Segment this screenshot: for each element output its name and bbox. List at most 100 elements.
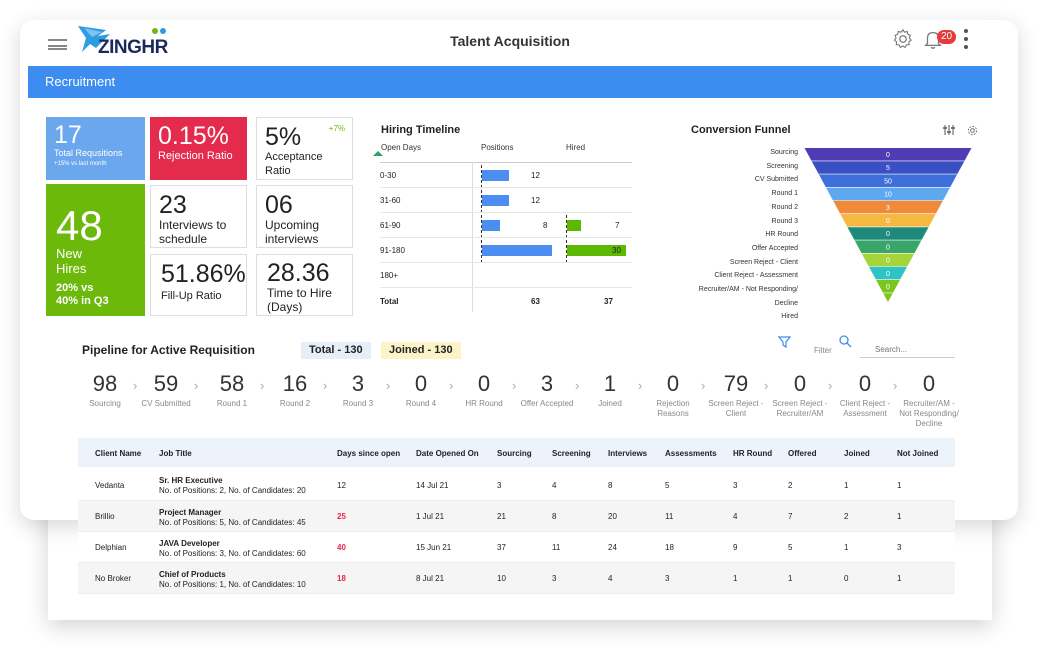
table-row[interactable]: Delphian JAVA Developer No. of Positions: … bbox=[78, 532, 955, 563]
filter-icon[interactable] bbox=[778, 336, 791, 348]
stage-label: Joined bbox=[598, 399, 622, 408]
kpi-label: Acceptance Ratio bbox=[265, 151, 323, 177]
count-cell: 3 bbox=[733, 481, 738, 490]
pipeline-stage[interactable]: 0 Recruiter/AM - Not Responding/ Decline bbox=[896, 372, 962, 429]
funnel-segment[interactable] bbox=[818, 174, 958, 187]
stage-count: 3 bbox=[540, 371, 554, 396]
timeline-range-label: 91-180 bbox=[380, 246, 405, 255]
job-positions: No. of Positions: 3, No. of Candidates: … bbox=[159, 549, 306, 558]
column-header[interactable]: Days since open bbox=[337, 449, 401, 458]
fill-up-ratio-tile[interactable]: 51.86% Fill-Up Ratio bbox=[150, 254, 247, 316]
positions-value: 12 bbox=[531, 171, 540, 180]
funnel-settings-icon[interactable] bbox=[967, 125, 978, 136]
pipeline-stage[interactable]: 0 Round 4 bbox=[388, 372, 454, 409]
pipeline-stage[interactable]: 58 Round 1 bbox=[199, 372, 265, 409]
column-header[interactable]: Sourcing bbox=[497, 449, 532, 458]
table-row[interactable]: Brillio Project Manager No. of Positions: … bbox=[78, 501, 955, 532]
job-title-cell[interactable]: Project Manager No. of Positions: 5, No. … bbox=[159, 508, 306, 528]
column-header[interactable]: HR Round bbox=[733, 449, 773, 458]
column-header[interactable]: Screening bbox=[552, 449, 591, 458]
count-cell: 37 bbox=[497, 543, 506, 552]
column-header[interactable]: Offered bbox=[788, 449, 817, 458]
filter-label[interactable]: Filter bbox=[814, 346, 832, 355]
pipeline-title: Pipeline for Active Requisition bbox=[82, 343, 255, 357]
interviews-to-schedule-tile[interactable]: 23 Interviews to schedule bbox=[150, 185, 247, 248]
pipeline-stage[interactable]: 0 HR Round bbox=[451, 372, 517, 409]
funnel-segment[interactable] bbox=[811, 161, 965, 174]
funnel-value: 0 bbox=[886, 231, 890, 238]
settings-gear-icon[interactable] bbox=[892, 28, 914, 50]
hired-bar[interactable] bbox=[567, 245, 626, 256]
total-requisitions-tile[interactable]: 17 Total Requsitions +15% vs last month bbox=[46, 117, 145, 180]
sort-icon[interactable] bbox=[373, 151, 383, 156]
job-title-cell[interactable]: JAVA Developer No. of Positions: 3, No. o… bbox=[159, 539, 306, 559]
timeline-row: 180+ bbox=[380, 263, 632, 288]
funnel-segment[interactable] bbox=[847, 227, 929, 240]
count-cell: 18 bbox=[665, 543, 674, 552]
funnel-segment[interactable] bbox=[876, 280, 900, 293]
page-title: Talent Acquisition bbox=[450, 33, 570, 49]
column-header[interactable]: Date Opened On bbox=[416, 449, 479, 458]
stage-count: 0 bbox=[414, 371, 428, 396]
count-cell: 24 bbox=[608, 543, 617, 552]
new-hires-tile[interactable]: 48 New Hires 20% vs 40% in Q3 bbox=[46, 184, 145, 316]
count-cell: 1 bbox=[788, 574, 793, 583]
col-hired: Hired bbox=[566, 143, 586, 152]
chevron-right-icon: › bbox=[828, 378, 833, 393]
adjust-sliders-icon[interactable] bbox=[943, 124, 955, 136]
job-positions: No. of Positions: 5, No. of Candidates: … bbox=[159, 518, 306, 527]
count-cell: 3 bbox=[897, 543, 902, 552]
funnel-segment[interactable] bbox=[826, 187, 950, 201]
pipeline-stage[interactable]: 0 Rejection Reasons bbox=[640, 372, 706, 419]
more-options-icon[interactable] bbox=[964, 29, 968, 49]
time-to-hire-tile[interactable]: 28.36 Time to Hire (Days) bbox=[256, 254, 353, 316]
column-header[interactable]: Assessments bbox=[665, 449, 717, 458]
menu-icon[interactable] bbox=[48, 39, 67, 50]
pipeline-stage[interactable]: 3 Offer Accepted bbox=[514, 372, 580, 409]
pipeline-stage[interactable]: 98 Sourcing bbox=[72, 372, 138, 409]
funnel-stage-label: Sourcing bbox=[770, 149, 798, 156]
requisition-table: Client Name Job Title Days since open Date … bbox=[78, 438, 955, 594]
pipeline-stage[interactable]: 59 CV Submitted bbox=[133, 372, 199, 409]
job-title-cell[interactable]: Sr. HR Executive No. of Positions: 2, No.… bbox=[159, 476, 306, 496]
kpi-label-line1: Time to Hire bbox=[267, 286, 332, 300]
pipeline-stage[interactable]: 1 Joined bbox=[577, 372, 643, 409]
positions-bar[interactable] bbox=[482, 170, 509, 181]
count-cell: 3 bbox=[552, 574, 557, 583]
timeline-row: 91-180 bbox=[380, 238, 632, 263]
table-row[interactable]: Vedanta Sr. HR Executive No. of Positions:… bbox=[78, 467, 955, 501]
positions-bar[interactable] bbox=[482, 195, 509, 206]
pipeline-stage[interactable]: 0 Screen Reject - Recruiter/AM bbox=[767, 372, 833, 419]
column-header[interactable]: Job Title bbox=[159, 449, 192, 458]
positions-bar[interactable] bbox=[482, 245, 552, 256]
column-header[interactable]: Not Joined bbox=[897, 449, 939, 458]
funnel-segment[interactable] bbox=[861, 253, 915, 267]
count-cell: 1 bbox=[897, 512, 902, 521]
hired-bar[interactable] bbox=[567, 220, 581, 231]
column-header[interactable]: Joined bbox=[844, 449, 870, 458]
date-opened: 1 Jul 21 bbox=[416, 512, 445, 521]
funnel-value: 0 bbox=[886, 218, 890, 225]
acceptance-ratio-tile[interactable]: 5% +7% Acceptance Ratio bbox=[256, 117, 353, 180]
pipeline-stage[interactable]: 3 Round 3 bbox=[325, 372, 391, 409]
upcoming-interviews-tile[interactable]: 06 Upcoming interviews bbox=[256, 185, 353, 248]
rejection-ratio-tile[interactable]: 0.15% Rejection Ratio bbox=[150, 117, 247, 180]
funnel-segment[interactable] bbox=[804, 148, 972, 161]
pipeline-stage[interactable]: 79 Screen Reject - Client bbox=[703, 372, 769, 419]
funnel-segment[interactable] bbox=[840, 214, 936, 227]
search-input[interactable] bbox=[860, 341, 955, 358]
column-header[interactable]: Interviews bbox=[608, 449, 648, 458]
funnel-segment[interactable] bbox=[868, 266, 908, 280]
funnel-segment[interactable] bbox=[854, 240, 922, 253]
funnel-segment[interactable] bbox=[833, 200, 943, 214]
positions-bar[interactable] bbox=[482, 220, 500, 231]
pipeline-stage[interactable]: 16 Round 2 bbox=[262, 372, 328, 409]
table-row[interactable]: No Broker Chief of Products No. of Positio… bbox=[78, 563, 955, 594]
search-icon[interactable] bbox=[839, 335, 852, 348]
funnel-stage-label: Decline bbox=[774, 299, 798, 307]
job-title-cell[interactable]: Chief of Products No. of Positions: 1, No… bbox=[159, 570, 306, 590]
pipeline-stage[interactable]: 0 Client Reject - Assessment bbox=[832, 372, 898, 419]
job-positions: No. of Positions: 2, No. of Candidates: … bbox=[159, 486, 306, 495]
column-header[interactable]: Client Name bbox=[95, 449, 142, 458]
funnel-tip bbox=[883, 293, 893, 302]
